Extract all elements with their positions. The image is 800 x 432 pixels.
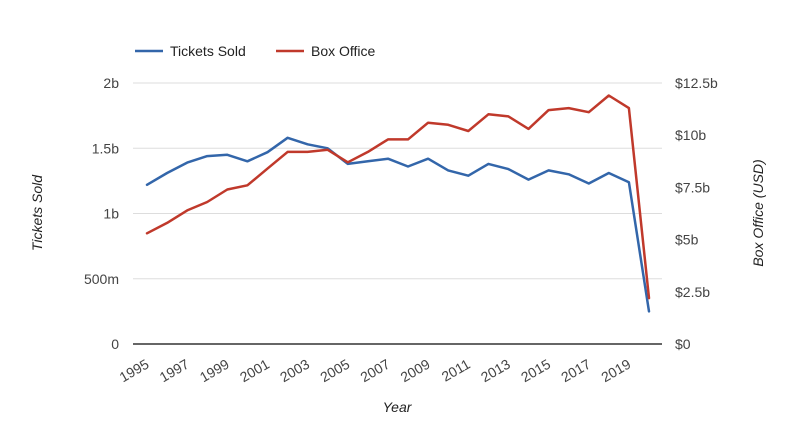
x-tick-label: 2007 xyxy=(357,356,392,386)
series-line-box-office xyxy=(145,94,651,300)
left-tick-label: 1b xyxy=(103,206,119,222)
right-tick-label: $0 xyxy=(675,336,691,352)
legend: Tickets Sold Box Office xyxy=(135,43,376,59)
x-tick-label: 1999 xyxy=(197,356,232,386)
right-tick-label: $10b xyxy=(675,127,706,143)
left-tick-label: 500m xyxy=(84,271,119,287)
left-tick-label: 0 xyxy=(111,336,119,352)
right-tick-label: $12.5b xyxy=(675,75,718,91)
x-tick-label: 2011 xyxy=(439,356,473,385)
right-tick-label: $5b xyxy=(675,232,699,248)
series-lines xyxy=(145,94,651,313)
x-tick-label: 2017 xyxy=(558,356,593,386)
x-tick-label: 2009 xyxy=(398,356,433,386)
legend-label-tickets-sold: Tickets Sold xyxy=(170,43,246,59)
right-axis-ticks: $0 $2.5b $5b $7.5b $10b $12.5b xyxy=(675,75,718,352)
x-axis-title: Year xyxy=(383,399,413,415)
left-axis-ticks: 0 500m 1b 1.5b 2b xyxy=(84,75,119,352)
x-axis-ticks: 1995 1997 1999 2001 2003 2005 2007 2009 2011 2013… xyxy=(117,356,634,386)
left-tick-label: 1.5b xyxy=(92,140,119,156)
series-line-tickets-sold xyxy=(145,136,651,313)
x-tick-label: 1997 xyxy=(157,356,192,386)
x-tick-label: 2015 xyxy=(518,356,553,386)
x-tick-label: 2005 xyxy=(317,356,352,386)
x-tick-label: 2001 xyxy=(237,356,272,386)
right-tick-label: $2.5b xyxy=(675,284,710,300)
x-tick-label: 2019 xyxy=(598,356,633,386)
x-tick-label: 2013 xyxy=(478,356,513,386)
right-axis-title: Box Office (USD) xyxy=(750,159,766,266)
left-axis-title: Tickets Sold xyxy=(29,174,45,251)
legend-label-box-office: Box Office xyxy=(311,43,376,59)
x-tick-label: 2003 xyxy=(277,356,312,386)
right-tick-label: $7.5b xyxy=(675,179,710,195)
gridlines xyxy=(133,82,662,345)
x-tick-label: 1995 xyxy=(117,356,152,386)
left-tick-label: 2b xyxy=(103,75,119,91)
